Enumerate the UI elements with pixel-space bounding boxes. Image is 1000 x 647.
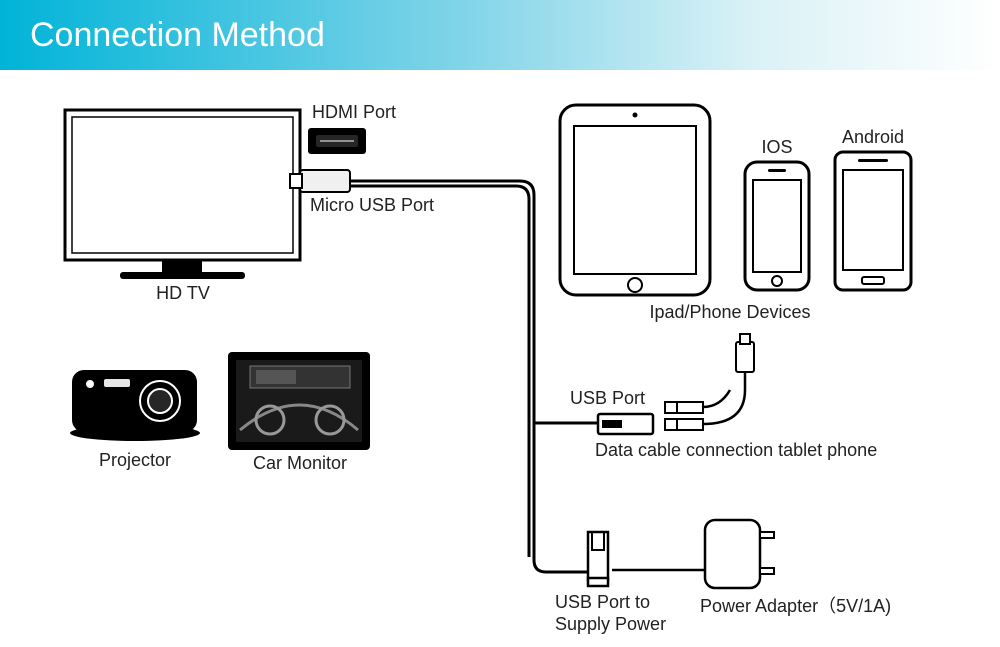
- hd-tv-label: HD TV: [156, 283, 210, 304]
- projector-icon: [70, 370, 200, 441]
- hdmi-port-label: HDMI Port: [312, 102, 396, 123]
- usb-power-label-2: Supply Power: [555, 614, 666, 635]
- hdmi-plug-icon: [290, 170, 350, 192]
- usb-power-label-1: USB Port to: [555, 592, 650, 613]
- tv-icon: [65, 110, 300, 279]
- projector-label: Projector: [99, 450, 171, 471]
- usb-port-icon: [598, 414, 653, 434]
- header: Connection Method: [0, 0, 1000, 70]
- power-usb-plug-icon: [546, 532, 608, 596]
- tablet-icon: [560, 105, 710, 295]
- micro-usb-port-label: Micro USB Port: [310, 195, 434, 216]
- page-title: Connection Method: [30, 16, 325, 55]
- hdmi-port-icon: [308, 128, 366, 154]
- android-phone-icon: [835, 152, 911, 290]
- diagram-svg: [0, 70, 1000, 647]
- ipad-phone-label: Ipad/Phone Devices: [649, 302, 810, 323]
- cable-main: [350, 181, 588, 572]
- car-monitor-icon: [228, 352, 370, 450]
- car-monitor-label: Car Monitor: [253, 453, 347, 474]
- ios-label: IOS: [761, 137, 792, 158]
- diagram-canvas: HDMI Port Micro USB Port HD TV Projector…: [0, 70, 1000, 647]
- android-label: Android: [842, 127, 904, 148]
- ios-phone-icon: [745, 162, 809, 290]
- power-adapter-label: Power Adapter（5V/1A): [700, 592, 891, 618]
- data-cable-icon: [665, 334, 754, 430]
- usb-port-label: USB Port: [570, 388, 645, 409]
- power-adapter-icon: [612, 520, 774, 588]
- data-cable-label: Data cable connection tablet phone: [595, 440, 877, 461]
